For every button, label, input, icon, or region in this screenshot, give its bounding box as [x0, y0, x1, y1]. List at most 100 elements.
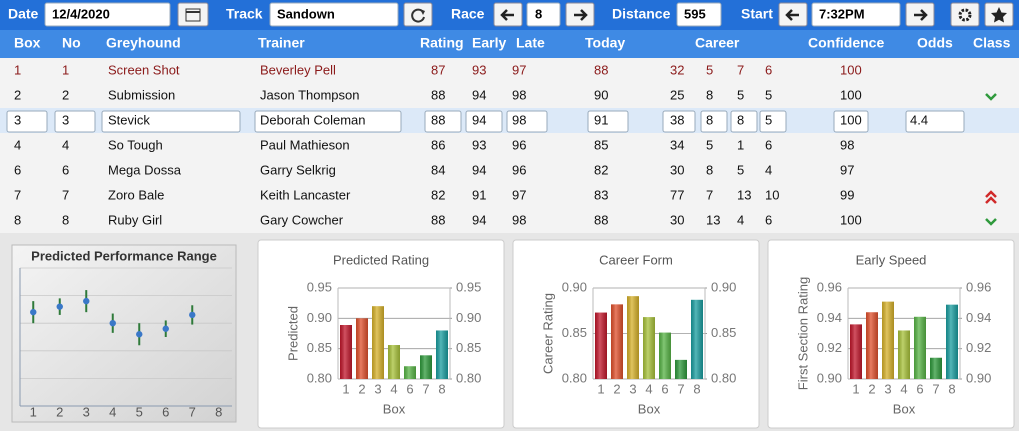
cell: 10	[765, 187, 779, 202]
cell-input[interactable]	[700, 110, 728, 133]
gear-icon	[958, 8, 972, 22]
cell: 99	[840, 187, 854, 202]
cell: 25	[670, 87, 684, 102]
cell: 5	[737, 87, 744, 102]
y-tick-label: 0.80	[562, 370, 587, 385]
x-tick-label: 1	[852, 381, 859, 396]
input-text: 595	[684, 6, 706, 21]
x-tick-label: 4	[109, 404, 116, 419]
x-axis-title: Box	[383, 401, 406, 416]
cell-input[interactable]	[465, 110, 503, 133]
cell: 97	[512, 187, 526, 202]
x-tick-label: 3	[374, 381, 381, 396]
x-tick-label: 7	[422, 381, 429, 396]
point	[136, 331, 143, 338]
cell: 7	[62, 187, 69, 202]
point	[56, 303, 63, 310]
cell: 6	[62, 162, 69, 177]
cell-input[interactable]	[101, 110, 241, 133]
cell: 88	[431, 87, 445, 102]
point	[30, 308, 37, 316]
bar-shine	[946, 304, 958, 379]
date-input[interactable]	[44, 2, 171, 27]
cell: 7	[737, 62, 744, 77]
cell-input[interactable]	[905, 110, 965, 133]
y2-tick-label: 0.94	[966, 310, 991, 325]
cell: 6	[765, 62, 772, 77]
cell: 1	[14, 62, 21, 77]
cell-input[interactable]	[833, 110, 869, 133]
distance-input[interactable]	[676, 2, 722, 27]
label: Date	[8, 6, 39, 22]
class-down-icon	[985, 218, 997, 226]
cell: 93	[472, 62, 486, 77]
bar-shine	[356, 318, 368, 379]
arrow-icon	[574, 9, 588, 21]
x-tick-label: 1	[597, 381, 604, 396]
cell-input[interactable]	[424, 110, 462, 133]
cell-input[interactable]	[6, 110, 48, 133]
cell: 96	[512, 162, 526, 177]
cell: So Tough	[108, 137, 163, 152]
x-tick-label: 6	[916, 381, 923, 396]
y-tick-label: 0.94	[817, 310, 842, 325]
cell: Keith Lancaster	[260, 187, 351, 202]
x-tick-label: 8	[948, 381, 955, 396]
cell-input[interactable]	[54, 110, 96, 133]
input-text: Sandown	[277, 6, 335, 21]
class-up-icon	[985, 190, 997, 204]
chart-title: Predicted Rating	[333, 252, 429, 267]
bar-shine	[595, 312, 607, 379]
race-input[interactable]	[526, 2, 561, 27]
settings-button[interactable]	[950, 2, 980, 27]
cell-input[interactable]	[662, 110, 696, 133]
x-tick-label: 1	[342, 381, 349, 396]
cell: Screen Shot	[108, 62, 180, 77]
x-tick-label: 1	[30, 404, 37, 419]
x-tick-label: 5	[136, 404, 143, 419]
cell-input[interactable]	[730, 110, 758, 133]
chart-title: Early Speed	[856, 252, 927, 267]
bar-shine	[659, 332, 671, 379]
cell: Mega Dossa	[108, 162, 182, 177]
y2-tick-label: 0.92	[966, 340, 991, 355]
cell-input[interactable]	[759, 110, 787, 133]
bar-shine	[691, 299, 703, 379]
arrow-icon	[500, 9, 514, 21]
cell: 100	[840, 212, 862, 227]
cell: Stevick	[108, 112, 150, 127]
y2-tick-label: 0.90	[966, 370, 991, 385]
x-tick-label: 4	[390, 381, 397, 396]
class-down-icon	[985, 93, 997, 101]
column-header: Trainer	[258, 35, 305, 51]
column-header: Greyhound	[106, 35, 181, 51]
cell-input[interactable]	[254, 110, 402, 133]
x-tick-label: 3	[629, 381, 636, 396]
cell-input[interactable]	[587, 110, 629, 133]
cell: 94	[472, 212, 486, 227]
start-input[interactable]	[811, 2, 901, 27]
cell: 87	[431, 62, 445, 77]
cell: 5	[765, 87, 772, 102]
bar-shine	[930, 357, 942, 379]
cell: 94	[472, 87, 486, 102]
y2-tick-label: 0.96	[966, 279, 991, 294]
cell: 93	[472, 137, 486, 152]
y-axis-title: Career Rating	[540, 293, 555, 374]
mini-chart-card	[11, 244, 237, 423]
y-axis-title: First Section Rating	[795, 277, 810, 390]
refresh-button[interactable]	[403, 2, 433, 27]
cell-input[interactable]	[506, 110, 548, 133]
cell: Jason Thompson	[260, 87, 360, 102]
cell: 13	[706, 212, 720, 227]
cell: 88	[431, 112, 445, 127]
refresh-icon	[411, 8, 425, 23]
calendar-button[interactable]	[177, 2, 209, 27]
track-input[interactable]	[269, 2, 399, 27]
cell: Garry Selkrig	[260, 162, 336, 177]
cell: 1	[62, 62, 69, 77]
cell: Ruby Girl	[108, 212, 162, 227]
cell: 8	[737, 112, 744, 127]
bar-shine	[866, 312, 878, 379]
cell: 100	[840, 112, 862, 127]
